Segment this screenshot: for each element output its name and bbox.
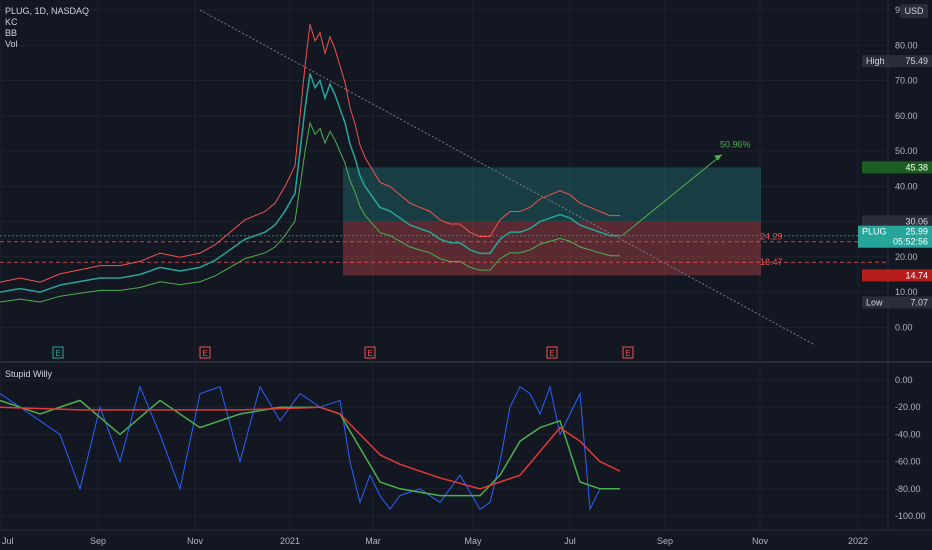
earnings-marker bbox=[52, 346, 64, 359]
price-tick-label: 0.00 bbox=[895, 322, 913, 332]
earnings-label: E bbox=[55, 349, 60, 358]
osc-slow-line bbox=[0, 406, 621, 490]
low-tag: Low 7.07 bbox=[862, 296, 932, 309]
target-arrow bbox=[621, 154, 723, 237]
time-tick-label: Nov bbox=[752, 536, 769, 546]
trend-line bbox=[199, 9, 816, 346]
high-tag-value: 75.49 bbox=[905, 56, 928, 66]
oscillator-title[interactable]: Stupid Willy bbox=[5, 369, 53, 379]
osc-tick-label: -60.00 bbox=[895, 457, 921, 467]
osc-line bbox=[0, 384, 620, 512]
osc-tick-label: -100.00 bbox=[895, 511, 926, 521]
low-tag-value: 7.07 bbox=[910, 297, 928, 307]
time-tick-label: Nov bbox=[187, 536, 204, 546]
current-price-value: 25.99 bbox=[905, 227, 928, 237]
chart-legend: PLUG, 1D, NASDAQ KC BB Vol bbox=[5, 6, 89, 50]
price-tick-label: 50.00 bbox=[895, 146, 918, 156]
indicator-bb[interactable]: BB bbox=[5, 28, 18, 38]
time-tick-label: 2021 bbox=[280, 536, 300, 546]
level-label-a: 24.29 bbox=[760, 232, 783, 242]
time-tick-label: May bbox=[464, 536, 482, 546]
earnings-marker bbox=[364, 346, 376, 359]
price-tick-label: 60.00 bbox=[895, 111, 918, 121]
earnings-marker bbox=[546, 346, 558, 359]
upper-band bbox=[0, 24, 620, 283]
indicator-vol[interactable]: Vol bbox=[5, 39, 18, 49]
price-tick-label: 10.00 bbox=[895, 287, 918, 297]
arrow-head bbox=[714, 154, 722, 161]
time-tick-label: Sep bbox=[657, 536, 673, 546]
price-line bbox=[0, 73, 620, 293]
current-symbol: PLUG bbox=[862, 227, 887, 237]
indicator-kc[interactable]: KC bbox=[5, 17, 18, 27]
bar-countdown: 05:52:56 bbox=[893, 237, 928, 247]
price-tick-label: 80.00 bbox=[895, 40, 918, 50]
earnings-marker bbox=[199, 346, 211, 359]
current-price-tag bbox=[858, 225, 932, 248]
level-label-b: 18.47 bbox=[760, 257, 783, 267]
entry-top-tag: 30.06 bbox=[862, 215, 932, 228]
high-tag: High 75.49 bbox=[862, 55, 932, 68]
time-tick-label: Jul bbox=[564, 536, 576, 546]
currency-badge[interactable]: USD bbox=[900, 4, 928, 18]
time-tick-label: Sep bbox=[90, 536, 106, 546]
osc-tick-label: -20.00 bbox=[895, 402, 921, 412]
price-tick-label: 40.00 bbox=[895, 181, 918, 191]
earnings-label: E bbox=[625, 349, 630, 358]
entry-top-tag-value: 30.06 bbox=[905, 216, 928, 226]
gain-label: 50.96% bbox=[720, 140, 751, 150]
osc-tick-label: -80.00 bbox=[895, 484, 921, 494]
low-tag-label: Low bbox=[866, 297, 883, 307]
earnings-label: E bbox=[549, 349, 554, 358]
earnings-label: E bbox=[367, 349, 372, 358]
symbol-label[interactable]: PLUG, 1D, NASDAQ bbox=[5, 6, 90, 16]
high-tag-label: High bbox=[866, 56, 885, 66]
stop-tag: 14.74 bbox=[862, 269, 932, 282]
osc-tick-label: -40.00 bbox=[895, 429, 921, 439]
earnings-label: E bbox=[202, 349, 207, 358]
loss-zone bbox=[343, 221, 761, 276]
stop-tag-value: 14.74 bbox=[905, 270, 928, 280]
lower-band bbox=[0, 120, 620, 303]
osc-tick-label: 0.00 bbox=[895, 375, 913, 385]
osc-fast-line bbox=[0, 399, 620, 497]
time-tick-label: 2022 bbox=[848, 536, 868, 546]
time-tick-label: Mar bbox=[365, 536, 381, 546]
target-tag: 45.38 bbox=[862, 161, 932, 174]
target-tag-value: 45.38 bbox=[905, 162, 928, 172]
earnings-marker bbox=[622, 346, 634, 359]
time-tick-label: Jul bbox=[2, 536, 14, 546]
price-tick-label: 70.00 bbox=[895, 76, 918, 86]
price-tick-label: 20.00 bbox=[895, 252, 918, 262]
